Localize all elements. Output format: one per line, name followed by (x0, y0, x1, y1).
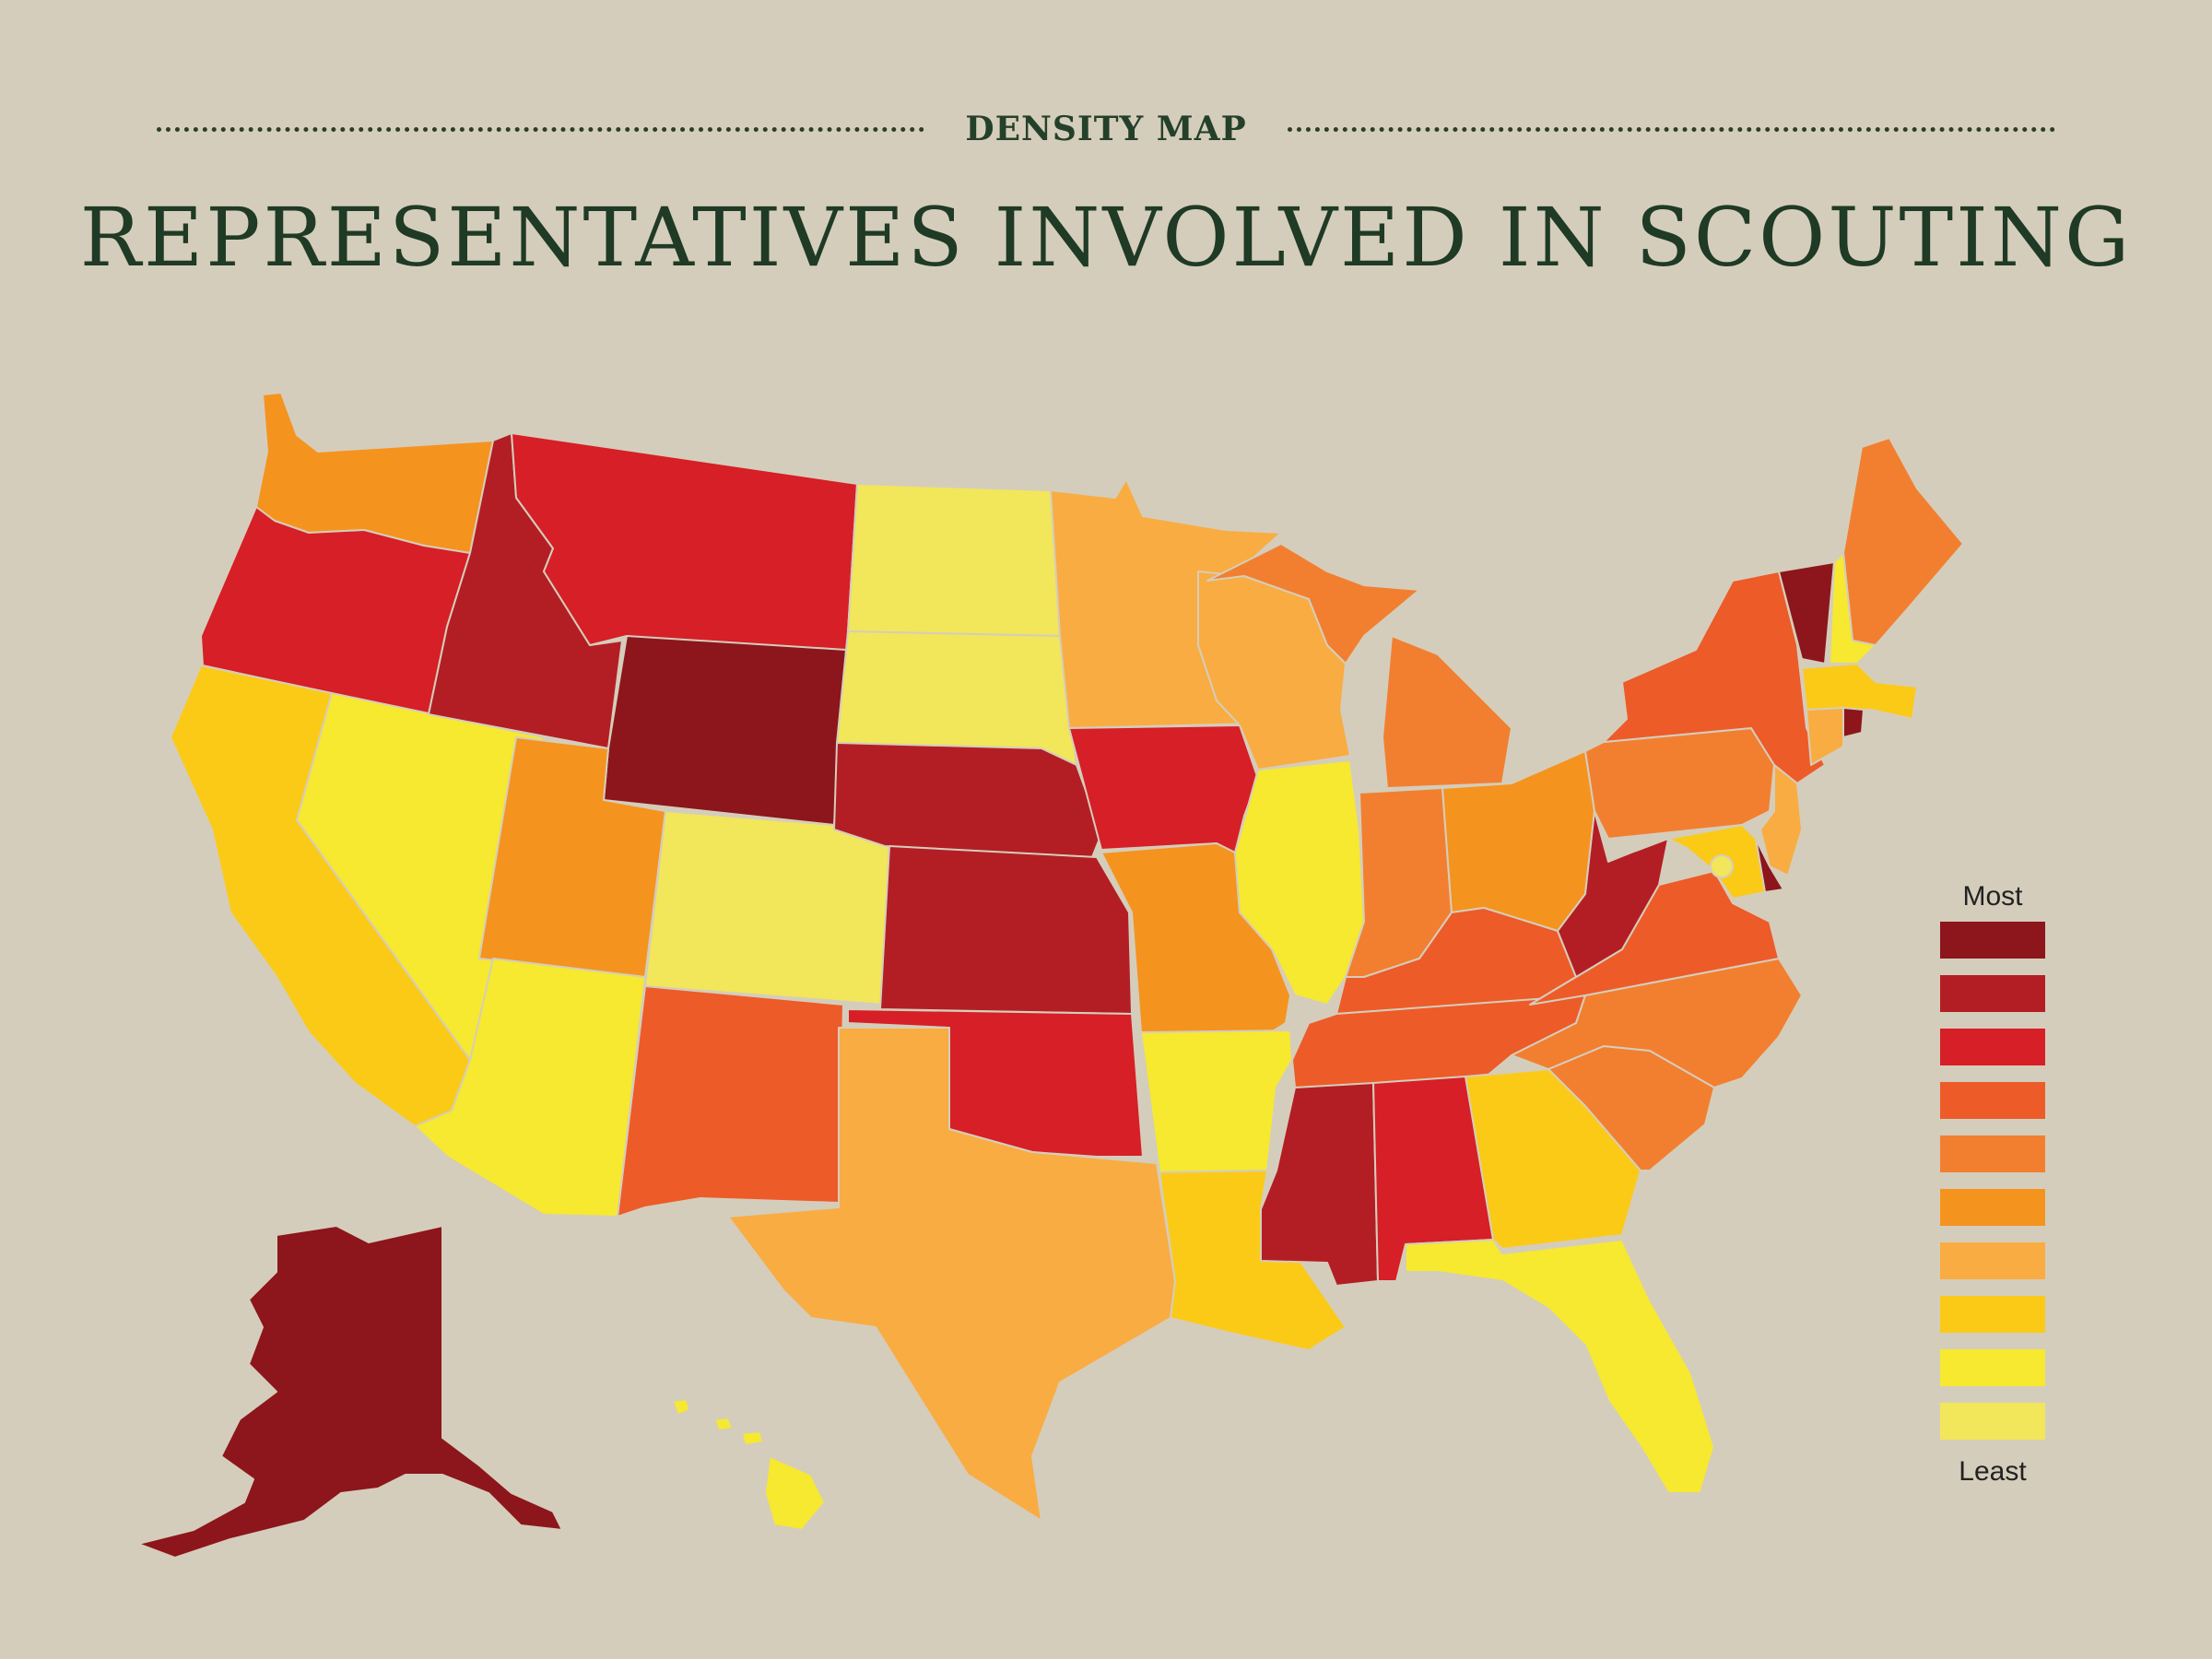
state-fl (1405, 1239, 1715, 1494)
state-nj (1759, 764, 1803, 877)
legend-top-label: Most (1962, 881, 2023, 912)
state-mo (1100, 842, 1291, 1035)
header-dotted-rule-right (1287, 126, 2055, 132)
state-vt (1778, 561, 1835, 665)
state-nm (617, 985, 844, 1218)
legend-swatch-4 (1940, 1082, 2045, 1119)
map-legend: Most Least (1937, 881, 2048, 1488)
state-me (1842, 437, 1964, 646)
state-ks (879, 845, 1133, 1015)
legend-swatches (1937, 922, 2048, 1440)
state-la (1159, 1170, 1347, 1351)
legend-swatch-10 (1940, 1403, 2045, 1440)
state-co (644, 810, 890, 1006)
header-dotted-rule-left (157, 126, 925, 132)
legend-swatch-8 (1940, 1296, 2045, 1333)
map-header: DENSITY MAP (157, 101, 2055, 157)
state-hi (672, 1398, 826, 1531)
legend-swatch-7 (1940, 1242, 2045, 1279)
state-ri (1842, 707, 1865, 738)
legend-swatch-2 (1940, 975, 2045, 1012)
state-nc (1511, 958, 1803, 1088)
legend-swatch-6 (1940, 1189, 2045, 1226)
legend-swatch-3 (1940, 1029, 2045, 1065)
legend-swatch-1 (1940, 922, 2045, 959)
state-wy (603, 635, 847, 826)
state-ak (137, 1225, 563, 1559)
map-title: REPRESENTATIVES INVOLVED IN SCOUTING (79, 190, 2133, 285)
state-ms (1260, 1082, 1379, 1287)
state-pa (1584, 727, 1775, 840)
map-kicker: DENSITY MAP (965, 110, 1247, 148)
state-ar (1140, 1030, 1293, 1173)
state-ne (833, 742, 1102, 858)
state-ia (1068, 724, 1259, 853)
state-tx (727, 1027, 1176, 1522)
legend-bottom-label: Least (1959, 1456, 2027, 1487)
legend-swatch-9 (1940, 1349, 2045, 1386)
state-nd (847, 483, 1061, 637)
state-nh (1829, 552, 1877, 665)
legend-swatch-5 (1940, 1135, 2045, 1172)
state-il (1234, 759, 1365, 1006)
state-mi (1206, 543, 1512, 789)
state-ct (1806, 707, 1844, 766)
state-dc (1710, 854, 1734, 878)
state-wv (1557, 810, 1669, 978)
